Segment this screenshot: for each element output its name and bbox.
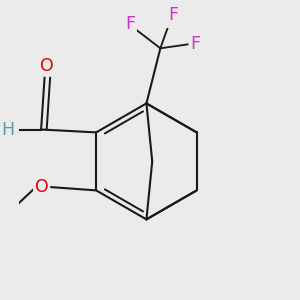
Text: F: F xyxy=(168,6,178,24)
Text: O: O xyxy=(35,178,49,196)
Text: H: H xyxy=(1,121,14,139)
Text: F: F xyxy=(125,15,135,33)
Text: F: F xyxy=(190,35,200,53)
Text: O: O xyxy=(40,57,54,75)
